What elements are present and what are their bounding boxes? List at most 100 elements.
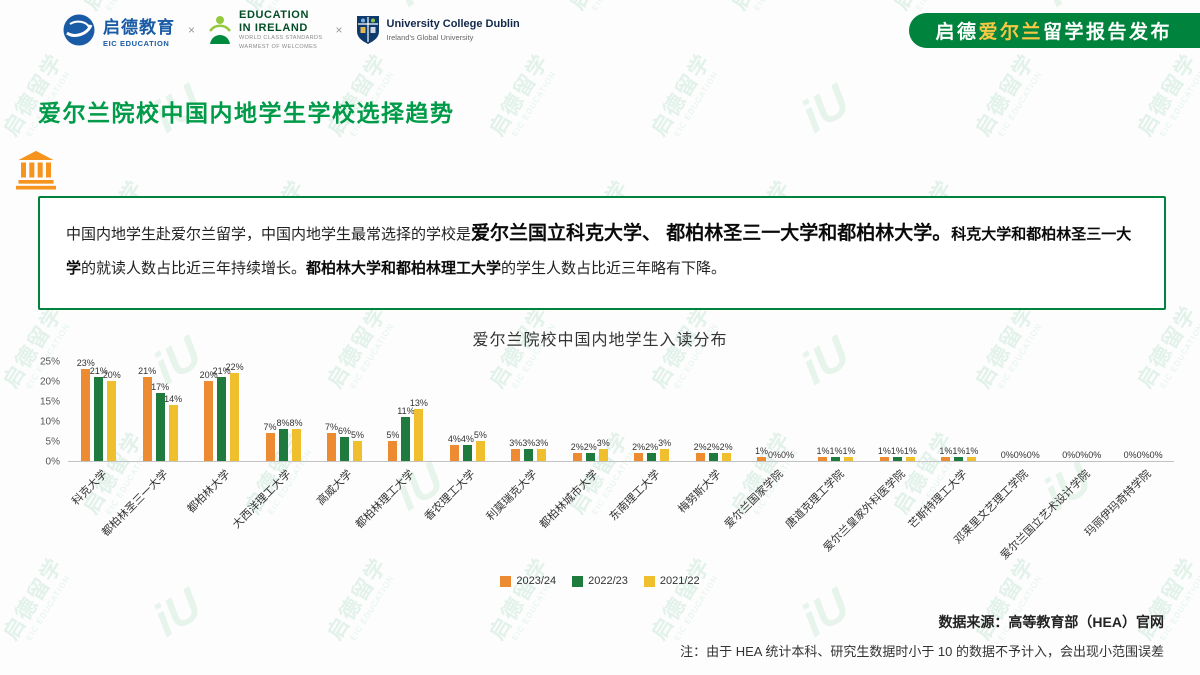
bar-value-label: 1% [965, 446, 979, 456]
bar-with-label: 2% [571, 443, 584, 461]
ucd-logo-tagline: Ireland's Global University [386, 33, 474, 43]
bar-with-label: 0% [1137, 451, 1150, 461]
bar-value-label: 0% [1062, 450, 1076, 460]
legend-swatch [643, 575, 655, 587]
data-source: 数据来源：高等教育部（HEA）官网 [938, 614, 1164, 630]
bar-with-label: 0% [1001, 451, 1014, 461]
bar-with-label: 13% [409, 398, 428, 461]
bar [449, 445, 459, 461]
summary-box: 中国内地学生赴爱尔兰留学，中国内地学生最常选择的学校是爱尔兰国立科克大学、 都柏… [38, 196, 1166, 310]
bar [462, 445, 472, 461]
badge-suffix: 留学报告发布 [1042, 22, 1172, 43]
bar-with-label: 2% [720, 443, 733, 461]
bar-with-label: 6% [338, 427, 351, 461]
logo-separator: × [335, 23, 343, 38]
bar-with-label: 4% [461, 435, 474, 461]
bar-value-label: 1% [755, 446, 769, 456]
bar-value-label: 20% [102, 370, 121, 380]
legend-swatch [572, 575, 584, 587]
summary-text-1: 中国内地学生赴爱尔兰留学，中国内地学生最常选择的学校是 [66, 226, 472, 243]
bar-value-label: 7% [324, 422, 338, 432]
bar-value-label: 2% [719, 442, 733, 452]
bar-value-label: 4% [460, 434, 474, 444]
x-axis-label: 高威大学 [315, 468, 356, 508]
bar [905, 457, 915, 461]
bar-value-label: 7% [263, 422, 277, 432]
bar-value-label: 0% [1123, 450, 1137, 460]
bar-group: 21% 17% 14% [129, 367, 190, 461]
bar [660, 449, 670, 461]
bar-value-label: 3% [658, 438, 672, 448]
bar-group: 0% 0% 0% [990, 451, 1051, 461]
bar-with-label: 0% [781, 451, 794, 461]
bar-value-label: 14% [164, 394, 183, 404]
ei-logo-tagline1: WORLD CLASS STANDARDS [239, 35, 323, 42]
bar-with-label: 2% [707, 443, 720, 461]
bar [831, 457, 841, 461]
bar-with-label: 1% [842, 447, 855, 461]
bar-value-label: 3% [509, 438, 523, 448]
bar-with-label: 3% [522, 439, 535, 461]
bar-with-label: 1% [816, 447, 829, 461]
bar-value-label: 21% [89, 366, 108, 376]
bar [524, 449, 534, 461]
bar [818, 457, 828, 461]
badge-prefix: 启德 [935, 22, 979, 43]
bar-with-label: 3% [597, 439, 610, 461]
bar-value-label: 21% [138, 366, 157, 376]
bar-value-label: 3% [596, 438, 610, 448]
bar-group: 2% 2% 2% [682, 443, 743, 461]
bar-group: 20% 21% 22% [191, 363, 252, 461]
eic-logo-sub: EIC EDUCATION [103, 38, 170, 48]
bar [155, 393, 165, 461]
summary-text-3: 的学生人数占比近三年略有下降。 [501, 260, 727, 277]
y-axis-tick: 0% [45, 456, 60, 468]
bar [401, 417, 411, 461]
bar-value-label: 1% [877, 446, 891, 456]
bar-value-label: 0% [1026, 450, 1040, 460]
bar-group: 0% 0% 0% [1051, 451, 1112, 461]
legend-item: 2021/22 [643, 575, 700, 587]
bar-value-label: 4% [447, 434, 461, 444]
bar-group: 0% 0% 0% [1112, 451, 1173, 461]
bar-value-label: 13% [409, 398, 428, 408]
bar [388, 441, 398, 461]
bar-with-label: 11% [397, 407, 415, 461]
bar-value-label: 3% [522, 438, 536, 448]
bar-value-label: 20% [199, 370, 218, 380]
bar-group: 1% 1% 1% [867, 447, 928, 461]
y-axis-tick: 25% [39, 356, 60, 368]
bar-with-label: 0% [1062, 451, 1075, 461]
eic-logo-name: 启德教育 [103, 17, 175, 37]
bar-with-label: 0% [1150, 451, 1163, 461]
bar-group: 7% 6% 5% [314, 423, 375, 461]
bar-with-label: 2% [694, 443, 707, 461]
bar-group: 2% 2% 3% [560, 439, 621, 461]
bar-with-label: 21% [138, 366, 157, 461]
bar [230, 373, 240, 461]
bar-with-label: 5% [351, 431, 364, 461]
y-axis-tick: 15% [39, 396, 60, 408]
bar [94, 377, 104, 461]
bar-with-label: 8% [277, 419, 290, 461]
bar-value-label: 17% [151, 382, 170, 392]
bar-value-label: 21% [212, 366, 231, 376]
legend-label: 2022/23 [588, 575, 628, 587]
education-in-ireland-icon [208, 16, 232, 45]
bar [352, 441, 362, 461]
bar-with-label: 1% [755, 447, 768, 461]
bar-value-label: 2% [632, 442, 646, 452]
bar [414, 409, 424, 461]
bar-value-label: 1% [816, 446, 830, 456]
bar-with-label: 0% [768, 451, 781, 461]
bar [695, 453, 705, 461]
bar [634, 453, 644, 461]
y-axis-tick: 5% [45, 436, 60, 448]
chart-title: 爱尔兰院校中国内地学生入读分布 [472, 332, 728, 349]
bar [598, 449, 608, 461]
bar-with-label: 17% [151, 382, 170, 461]
ei-logo-line2: IN IRELAND [239, 21, 308, 34]
bar-value-label: 1% [903, 446, 917, 456]
legend-label: 2023/24 [516, 575, 557, 587]
